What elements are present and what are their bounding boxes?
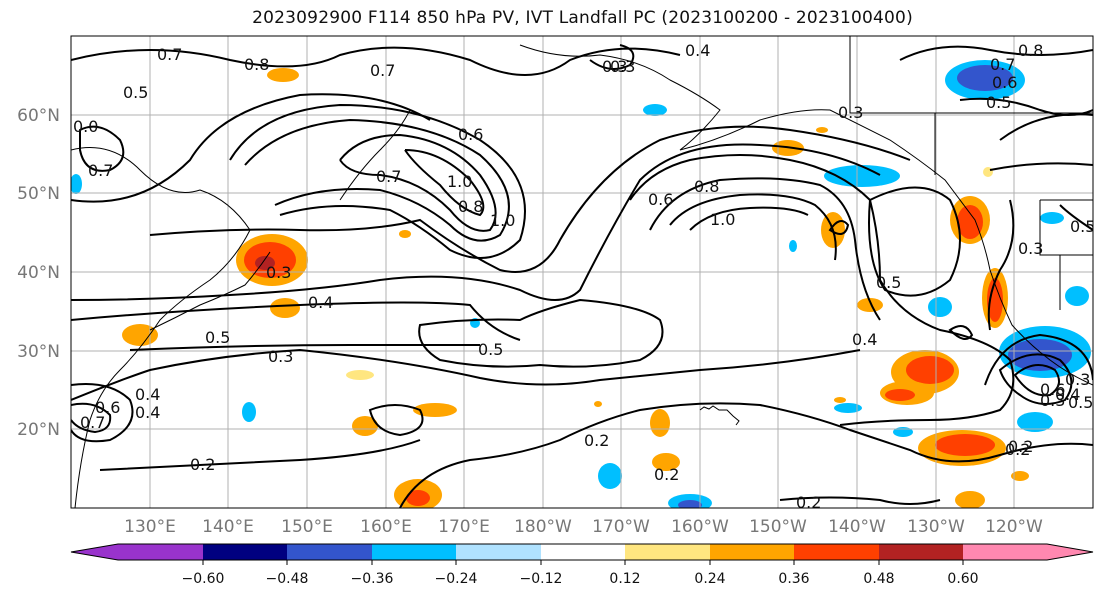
contour-label: 0.4 [308, 293, 333, 312]
colorbar-tick-label: −0.36 [351, 571, 394, 587]
lon-label: 180°W [514, 517, 572, 537]
lon-label: 150°W [749, 517, 807, 537]
contour-label: 0.3 [266, 263, 291, 282]
lon-label: 160°W [671, 517, 729, 537]
map-title: 2023092900 F114 850 hPa PV, IVT Landfall… [252, 8, 913, 28]
graticule [71, 36, 1093, 508]
contour-label: 0.6 [458, 125, 483, 144]
contour-label: 0.8 [244, 55, 269, 74]
contour-label: 0.4 [135, 403, 160, 422]
colorbar-bin [287, 544, 372, 560]
colorbar-tick-label: −0.24 [435, 571, 478, 587]
colorbar-tick-label: 0.36 [778, 571, 809, 587]
colorbar-bin [456, 544, 541, 560]
contour-label: 0.3 [1065, 370, 1090, 389]
colorbar-tick-label: −0.48 [266, 571, 309, 587]
longitude-labels: 130°E 140°E 150°E 160°E 170°E 180°W 170°… [124, 517, 1043, 537]
lon-label: 120°W [985, 517, 1043, 537]
contour-label: 0.3 [268, 347, 293, 366]
contour-label: 1.0 [490, 211, 515, 230]
colorbar-extend-high [1047, 544, 1093, 560]
latitude-labels: 60°N 50°N 40°N 30°N 20°N [17, 106, 60, 440]
contour-label: 0.8 [1018, 41, 1043, 60]
colorbar-bin [118, 544, 203, 560]
lat-label: 20°N [17, 420, 60, 440]
contour-label: 0.8 [694, 177, 719, 196]
contour-label: 0.7 [80, 413, 105, 432]
lat-label: 30°N [17, 342, 60, 362]
colorbar-bin [372, 544, 456, 560]
lat-label: 40°N [17, 263, 60, 283]
colorbar-tick-label: −0.12 [520, 571, 563, 587]
contour-label: 0.3 [602, 57, 627, 76]
contour-label: 0.4 [685, 41, 710, 60]
contour-label: 0.4 [135, 385, 160, 404]
contour-label: 0.2 [584, 431, 609, 450]
contour-label: 0.2 [654, 465, 679, 484]
lon-label: 170°W [592, 517, 650, 537]
colorbar: −0.60 −0.48 −0.36 −0.24 −0.12 0.12 0.24 … [70, 543, 1094, 587]
contour-label: 0.6 [95, 398, 120, 417]
contour-label: 0.3 [838, 103, 863, 122]
colorbar-bin [710, 544, 794, 560]
contour-label: 0.5 [123, 83, 148, 102]
colorbar-bin [963, 544, 1047, 560]
contour-label: 0.3 [1018, 239, 1043, 258]
colorbar-bin [203, 544, 287, 560]
contour-label: 0.7 [88, 161, 113, 180]
contour-label: 0.5 [986, 93, 1011, 112]
contour-label: 0.7 [157, 45, 182, 64]
colorbar-tick-label: 0.60 [947, 571, 978, 587]
lat-label: 60°N [17, 106, 60, 126]
contour-label: 0.6 [992, 73, 1017, 92]
contour-label: 0.2 [1005, 440, 1030, 459]
colorbar-tick-label: −0.60 [182, 571, 225, 587]
contour-label: 0.2 [796, 493, 821, 512]
colorbar-bin [794, 544, 879, 560]
contour-label: 0.2 [190, 455, 215, 474]
colorbar-bin [541, 544, 625, 560]
contour-label: 0.4 [852, 330, 877, 349]
contour-label: 0.6 [648, 190, 673, 209]
contour-label: 0.0 [73, 117, 98, 136]
lon-label: 130°W [907, 517, 965, 537]
colorbar-tick-label: 0.12 [609, 571, 640, 587]
contour-label: 0.5 [876, 273, 901, 292]
contour-label: 0.3 [610, 57, 635, 76]
contour-label: 0.4 [1055, 385, 1080, 404]
ivt-positive-anomalies [122, 68, 1029, 508]
contour-label: 1.0 [447, 172, 472, 191]
contour-label: 0.7 [370, 61, 395, 80]
contour-label: 0.7 [990, 55, 1015, 74]
contour-label: 0.5 [1070, 217, 1095, 236]
contour-label: 1.0 [710, 210, 735, 229]
contour-label: 0.3 [1040, 391, 1065, 410]
lon-label: 140°E [202, 517, 254, 537]
contour-label: 0.5 [1068, 393, 1093, 412]
lon-label: 170°E [438, 517, 490, 537]
contour-label: 0.5 [205, 328, 230, 347]
colorbar-tick-label: 0.48 [863, 571, 894, 587]
lon-label: 130°E [124, 517, 176, 537]
contour-label: 0.8 [458, 197, 483, 216]
lat-label: 50°N [17, 184, 60, 204]
map-frame [70, 35, 1094, 509]
lon-label: 140°W [828, 517, 886, 537]
contour-label: 0.6 [1040, 380, 1065, 399]
lon-label: 150°E [281, 517, 333, 537]
colorbar-bin [879, 544, 963, 560]
lon-label: 160°E [360, 517, 412, 537]
pv-contours [71, 44, 1093, 508]
colorbar-extend-low [71, 544, 118, 560]
contour-label: 0.5 [478, 340, 503, 359]
colorbar-tick-label: 0.24 [694, 571, 725, 587]
colorbar-outline [70, 543, 1094, 561]
contour-label: 0.7 [376, 167, 401, 186]
contour-labels: 0.7 0.8 0.5 0.7 0.4 0.3 0.8 0.7 0.6 0.5 … [73, 41, 1095, 512]
colorbar-bin [625, 544, 710, 560]
contour-label: 0.2 [1008, 437, 1033, 456]
